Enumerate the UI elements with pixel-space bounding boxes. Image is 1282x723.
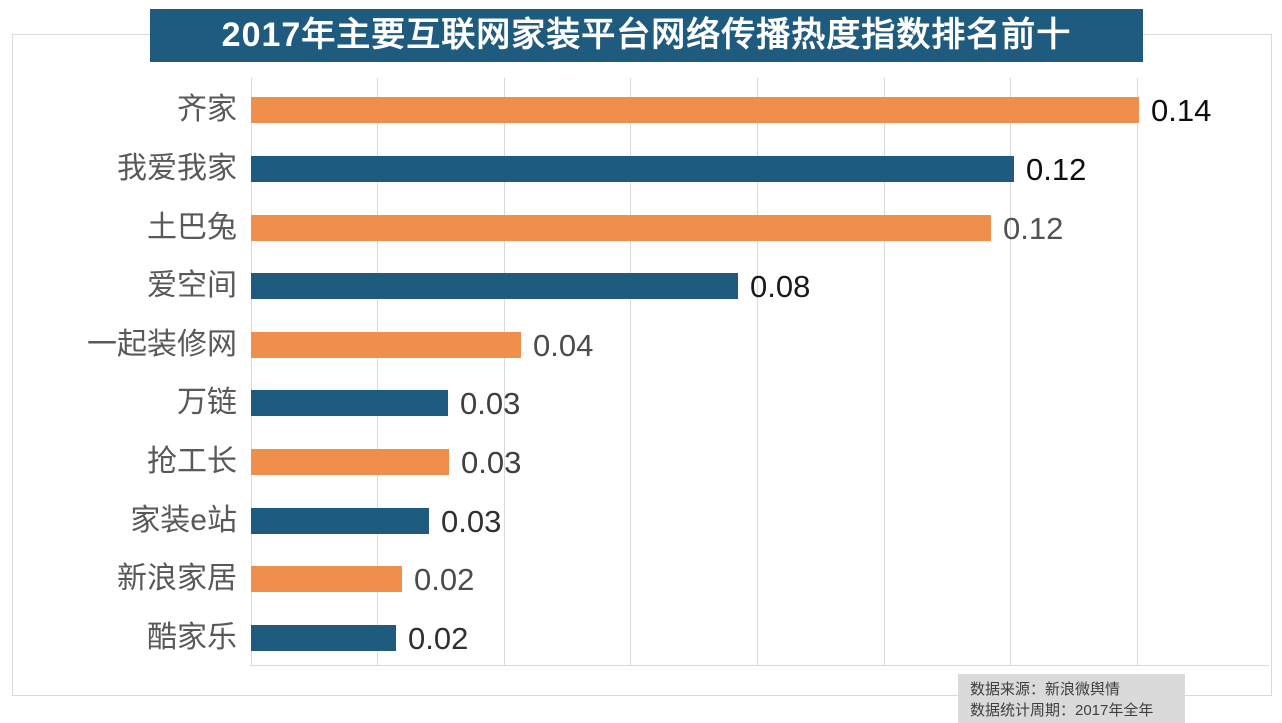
category-label: 酷家乐 [147,621,237,654]
category-label: 我爱我家 [117,152,237,185]
gridline [630,78,631,666]
category-label: 土巴兔 [147,211,237,244]
category-label: 一起装修网 [87,328,237,361]
bar-家装e站 [251,508,429,534]
gridline [884,78,885,666]
y-axis-line [251,78,252,666]
value-label: 0.14 [1151,93,1212,128]
value-label: 0.03 [441,504,502,539]
category-label: 万链 [177,386,237,419]
value-label: 0.03 [461,445,522,480]
source-note: 数据来源：新浪微舆情 数据统计周期：2017年全年 [958,674,1185,723]
bar-酷家乐 [251,625,396,651]
gridline [377,78,378,666]
gridline [504,78,505,666]
gridline [757,78,758,666]
value-label: 0.02 [408,621,469,656]
category-label: 家装e站 [130,504,237,537]
bar-我爱我家 [251,156,1014,182]
chart-title: 2017年主要互联网家装平台网络传播热度指数排名前十 [150,9,1143,62]
gridline [1010,78,1011,666]
value-label: 0.12 [1003,211,1064,246]
category-label: 抢工长 [147,445,237,478]
bar-新浪家居 [251,566,402,592]
chart-border-frame [12,34,1272,696]
bar-爱空间 [251,273,738,299]
bar-一起装修网 [251,332,521,358]
bar-土巴兔 [251,215,991,241]
value-label: 0.03 [460,386,521,421]
source-note-line2: 数据统计周期：2017年全年 [970,702,1154,719]
bar-抢工长 [251,449,449,475]
value-label: 0.04 [533,328,594,363]
category-label: 爱空间 [147,269,237,302]
value-label: 0.08 [750,269,811,304]
gridline [1137,78,1138,666]
bar-万链 [251,390,448,416]
bar-齐家 [251,97,1139,123]
source-note-line1: 数据来源：新浪微舆情 [970,681,1121,698]
x-axis-baseline [250,665,1269,666]
category-label: 齐家 [177,93,237,126]
value-label: 0.02 [414,562,475,597]
category-label: 新浪家居 [117,562,237,595]
value-label: 0.12 [1026,152,1087,187]
